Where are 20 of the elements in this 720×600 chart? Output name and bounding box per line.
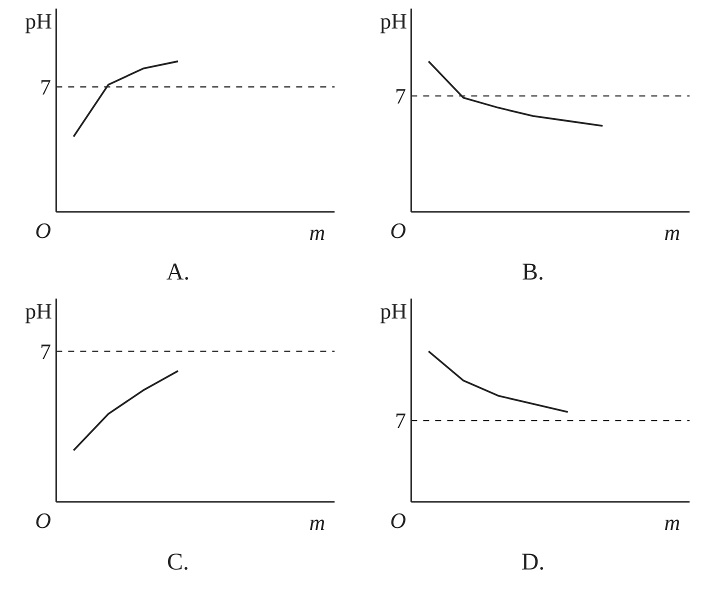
- y-axis-title: pH: [380, 8, 408, 34]
- text: D.: [521, 550, 545, 576]
- x-axis-title: m: [664, 510, 680, 535]
- text: A.: [166, 260, 190, 286]
- text: 7: [40, 74, 51, 100]
- text: O: [390, 218, 406, 243]
- text: O: [390, 508, 406, 533]
- y-axis-title: pH: [25, 298, 52, 324]
- text: 7: [394, 408, 406, 434]
- text: 7: [40, 338, 51, 364]
- y-axis-title: pH: [25, 8, 52, 34]
- x-axis-title: m: [664, 220, 680, 245]
- x-axis-title: m: [309, 220, 326, 245]
- x-axis-title: m: [309, 510, 326, 535]
- text: B.: [522, 260, 544, 286]
- text: O: [35, 218, 52, 243]
- text: O: [35, 508, 52, 533]
- text: 7: [394, 83, 406, 108]
- y-axis-title: pH: [380, 298, 408, 324]
- text: C.: [166, 550, 190, 576]
